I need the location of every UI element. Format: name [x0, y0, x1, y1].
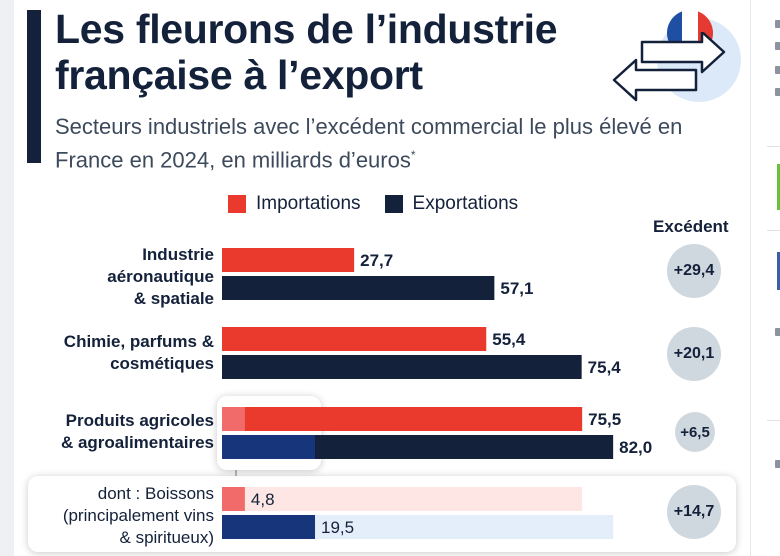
sidebar-glyph	[775, 88, 780, 96]
zoom-connector	[235, 468, 237, 482]
legend-label-exports: Exportations	[412, 193, 519, 214]
category-label-line: dont : Boissons	[97, 484, 214, 503]
exchange-arrows-icon	[612, 32, 726, 102]
category-label-chimie: Chimie, parfums & cosmétiques	[64, 331, 214, 375]
value-label-exports: 19,5	[321, 518, 355, 537]
bar-imports	[222, 487, 245, 511]
sidebar-glyph	[775, 328, 780, 336]
category-label-line: Produits agricoles	[65, 411, 214, 430]
title-accent-bar	[27, 10, 41, 163]
bars-canvas	[222, 248, 614, 539]
bar-imports	[222, 407, 583, 431]
legend: Importations Exportations	[228, 193, 542, 215]
legend-swatch-imports	[228, 195, 246, 213]
category-label-line: & spatiale	[133, 289, 214, 308]
sidebar-blue-button[interactable]	[777, 252, 780, 290]
sidebar-glyph	[775, 460, 780, 468]
sidebar-glyph	[775, 42, 780, 50]
sidebar-divider	[767, 230, 780, 231]
surplus-bubble: +29,4	[667, 244, 721, 298]
sidebar-divider	[767, 420, 780, 421]
sidebar-glyph	[775, 66, 780, 74]
bar-exports	[222, 515, 316, 539]
surplus-bubble: +20,1	[667, 327, 721, 381]
category-label-agro: Produits agricoles & agroalimentaires	[61, 410, 214, 454]
category-label-line: Industrie	[142, 245, 214, 264]
chart-subtitle: Secteurs industriels avec l’excédent com…	[55, 113, 695, 174]
bar-track-imports	[222, 487, 583, 511]
legend-item-exports: Exportations	[384, 193, 519, 215]
legend-item-imports: Importations	[228, 193, 361, 215]
bar-imports-highlight	[222, 407, 245, 431]
value-label-imports: 75,5	[588, 410, 622, 429]
category-label-line: (principalement vins	[62, 506, 214, 525]
category-label-aero: Industrie aéronautique & spatiale	[107, 244, 214, 310]
category-label-line: cosmétiques	[110, 354, 214, 373]
value-label-exports: 57,1	[500, 279, 534, 298]
value-label-exports: 82,0	[619, 438, 653, 457]
surplus-bubble: +6,5	[675, 412, 715, 452]
chart-title: Les fleurons de l’industrie française à …	[55, 6, 558, 98]
category-label-line: & agroalimentaires	[60, 433, 214, 452]
category-label-boissons: dont : Boissons (principalement vins & s…	[63, 483, 214, 549]
category-label-line: aéronautique	[107, 267, 214, 286]
category-label-line: & spiritueux)	[119, 528, 214, 547]
value-label-imports: 4,8	[250, 490, 275, 509]
footnote-mark: *	[410, 148, 416, 162]
category-label-line: Chimie, parfums &	[63, 332, 214, 351]
bar-exports	[222, 355, 582, 379]
value-label-imports: 27,7	[360, 251, 394, 270]
value-label-exports: 75,4	[587, 358, 621, 377]
bar-exports-highlight	[222, 435, 316, 459]
legend-label-imports: Importations	[256, 193, 361, 214]
sidebar-divider	[767, 146, 780, 147]
surplus-bubble: +14,7	[667, 485, 721, 539]
bar-imports	[222, 327, 487, 351]
bar-exports	[222, 276, 495, 300]
left-page-edge	[0, 0, 14, 556]
surplus-header: Excédent	[653, 217, 729, 236]
subtitle-text: Secteurs industriels avec l’excédent com…	[55, 114, 683, 173]
sidebar-glyph	[775, 20, 780, 28]
right-page-edge	[750, 0, 780, 556]
legend-swatch-exports	[384, 195, 403, 213]
value-label-imports: 55,4	[492, 330, 526, 349]
sidebar-green-button[interactable]	[777, 164, 780, 210]
bar-imports	[222, 248, 355, 272]
